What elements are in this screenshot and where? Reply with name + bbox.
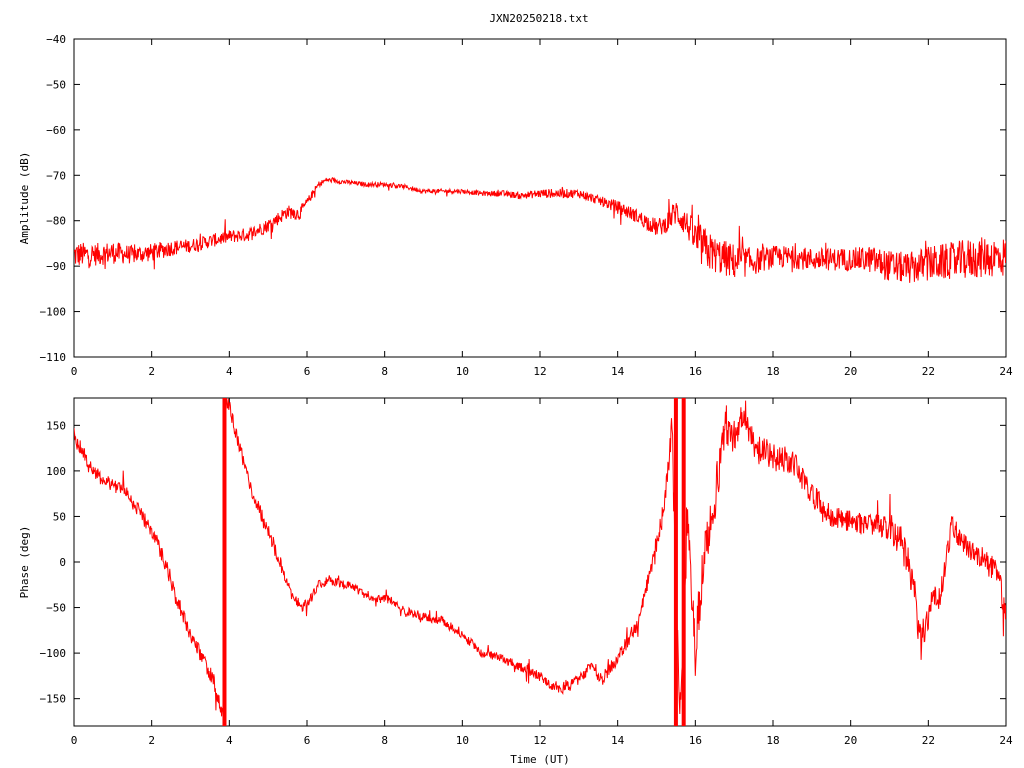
amplitude-y-tick-label: −100	[40, 306, 67, 319]
phase-x-tick-label: 18	[766, 734, 779, 747]
amplitude-x-tick-label: 20	[844, 365, 857, 378]
amplitude-x-tick-label: 24	[999, 365, 1013, 378]
amplitude-x-tick-label: 12	[533, 365, 546, 378]
phase-y-tick-label: −150	[40, 693, 67, 706]
phase-x-tick-label: 22	[922, 734, 935, 747]
amplitude-y-tick-label: −90	[46, 260, 66, 273]
phase-x-tick-label: 2	[148, 734, 155, 747]
amplitude-panel: 0 2 4 6 8 10 12 14 16 18 20 22 24−40−50−60−70−80−90−…	[18, 33, 1013, 378]
phase-wrap-band	[681, 398, 686, 726]
phase-y-tick-label: 150	[46, 419, 66, 432]
amplitude-y-tick-label: −50	[46, 78, 66, 91]
phase-x-tick-label: 8	[381, 734, 388, 747]
phase-y-tick-label: −50	[46, 602, 66, 615]
amplitude-x-tick-label: 2	[148, 365, 155, 378]
phase-x-tick-label: 16	[689, 734, 702, 747]
amplitude-y-tick-label: −60	[46, 124, 66, 137]
phase-wrap-band	[673, 398, 678, 726]
amplitude-x-tick-label: 0	[71, 365, 78, 378]
amplitude-y-tick-label: −40	[46, 33, 66, 46]
amplitude-y-tick-label: −80	[46, 215, 66, 228]
amplitude-x-tick-label: 16	[689, 365, 702, 378]
phase-x-tick-label: 6	[304, 734, 311, 747]
phase-panel: 0 2 4 6 8 10 12 14 16 18 20 22 24150100500−50−100−15…	[18, 397, 1013, 766]
amplitude-x-tick-label: 18	[766, 365, 779, 378]
phase-y-tick-label: 50	[53, 510, 66, 523]
phase-x-tick-label: 0	[71, 734, 78, 747]
amplitude-y-axis-label: Amplitude (dB)	[18, 152, 31, 245]
phase-x-tick-label: 20	[844, 734, 857, 747]
amplitude-plot-frame	[73, 38, 1007, 358]
phase-wrap-band	[222, 398, 227, 726]
phase-x-tick-label: 24	[999, 734, 1013, 747]
amplitude-x-tick-label: 10	[456, 365, 469, 378]
amplitude-x-tick-label: 6	[304, 365, 311, 378]
amplitude-x-tick-label: 14	[611, 365, 625, 378]
phase-x-tick-label: 14	[611, 734, 625, 747]
amplitude-y-tick-label: −70	[46, 169, 66, 182]
phase-x-tick-label: 12	[533, 734, 546, 747]
phase-y-axis-label: Phase (deg)	[18, 526, 31, 599]
phase-y-tick-label: 100	[46, 465, 66, 478]
phase-series-line	[74, 398, 1006, 717]
phase-x-tick-label: 4	[226, 734, 233, 747]
amplitude-x-tick-label: 22	[922, 365, 935, 378]
phase-y-tick-label: −100	[40, 647, 67, 660]
amplitude-x-tick-label: 8	[381, 365, 388, 378]
phase-x-axis-label: Time (UT)	[510, 753, 570, 766]
chart-title: JXN20250218.txt	[489, 12, 588, 25]
amplitude-series-line	[74, 176, 1006, 283]
amplitude-x-tick-label: 4	[226, 365, 233, 378]
phase-y-tick-label: 0	[59, 556, 66, 569]
phase-x-tick-label: 10	[456, 734, 469, 747]
amplitude-y-tick-label: −110	[40, 351, 67, 364]
